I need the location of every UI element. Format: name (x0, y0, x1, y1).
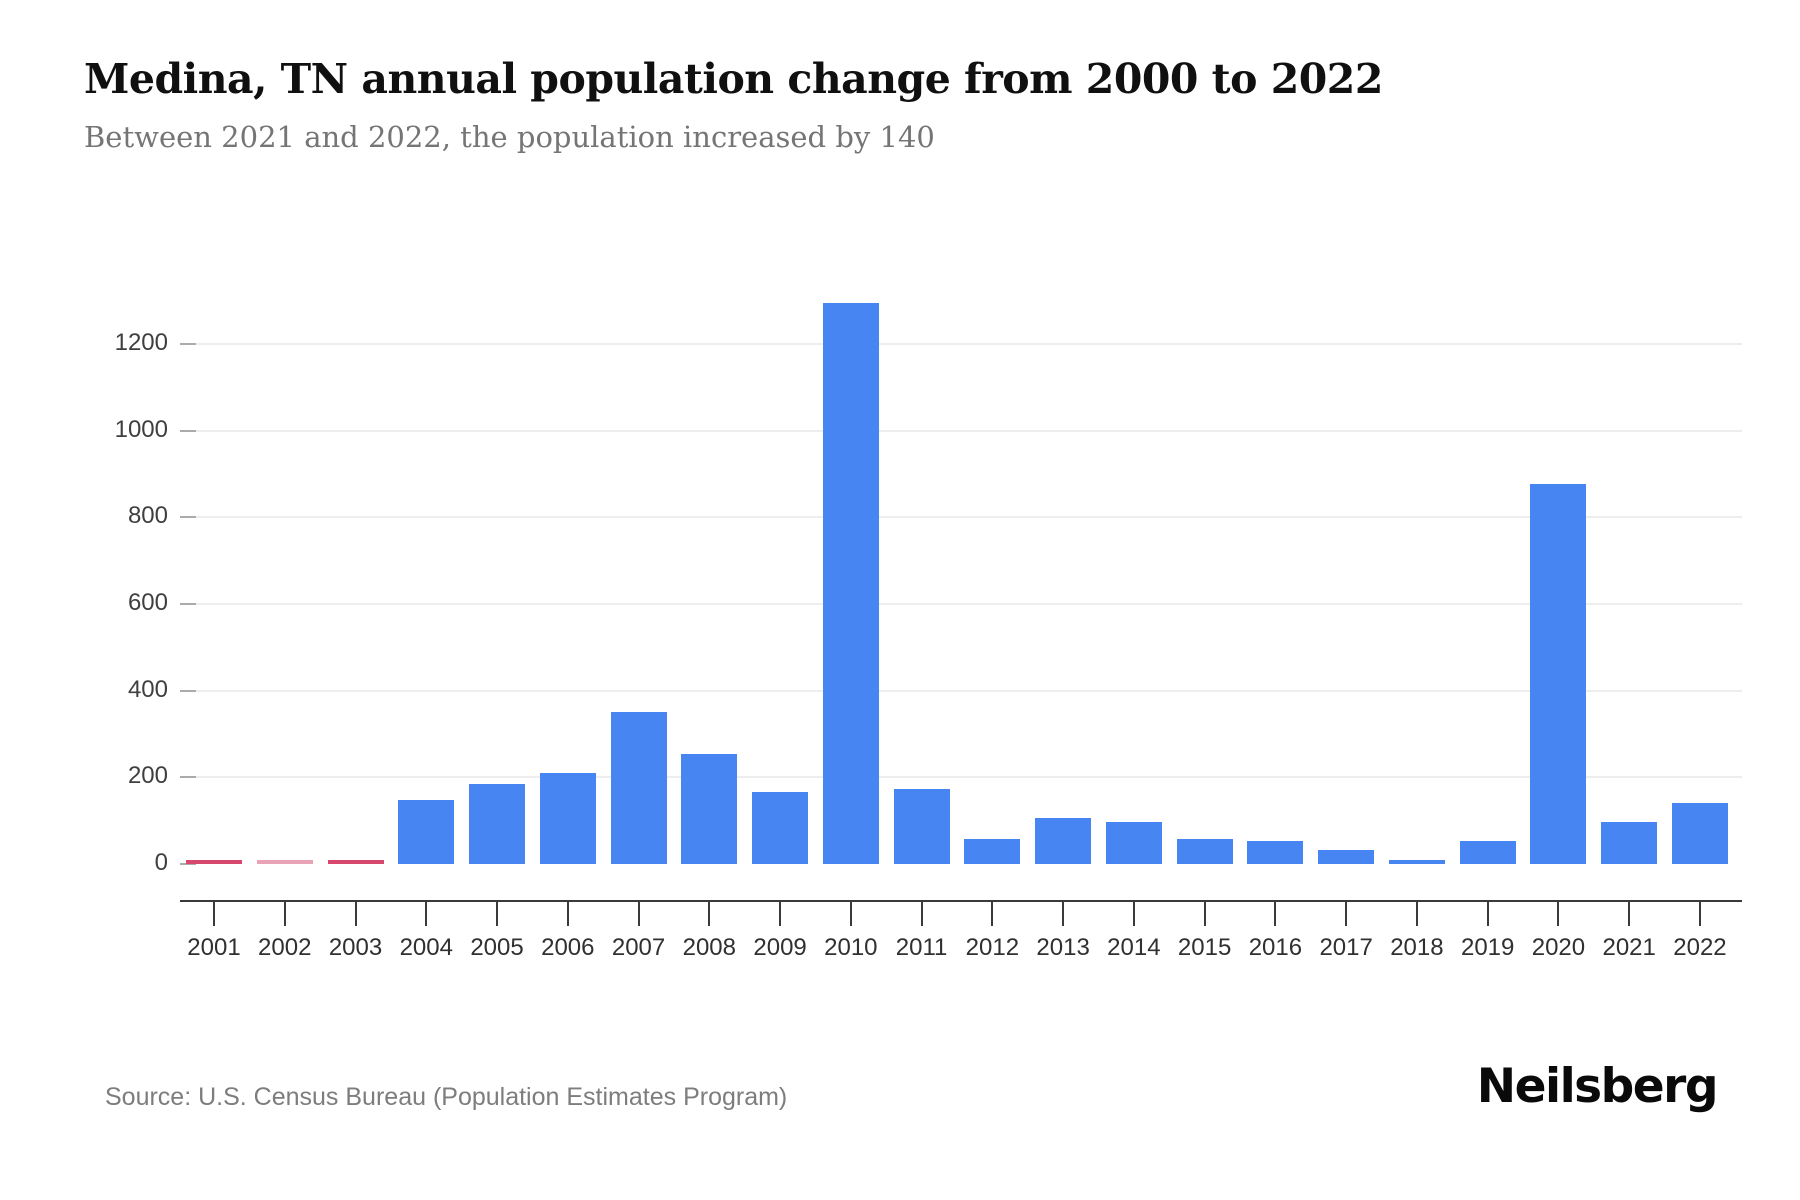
bar-2017 (1318, 850, 1375, 864)
x-axis-tick-2017 (1345, 900, 1348, 926)
x-axis-label-2011: 2011 (895, 934, 948, 961)
x-axis-label-2013: 2013 (1036, 934, 1090, 961)
bar-2008 (681, 754, 738, 864)
bar-2020 (1530, 484, 1587, 864)
x-axis-tick-2014 (1132, 900, 1135, 926)
bar-2004 (398, 799, 455, 864)
bar-2022 (1671, 803, 1728, 864)
y-axis-tick-0 (180, 863, 196, 865)
gridline-1000 (180, 429, 1742, 432)
bar-2010 (822, 302, 879, 864)
bar-2005 (469, 783, 526, 864)
x-axis-tick-2010 (849, 900, 852, 926)
x-axis-label-2022: 2022 (1673, 934, 1727, 961)
x-axis-label-2010: 2010 (824, 934, 878, 961)
x-axis-line (180, 900, 1742, 902)
x-axis-tick-2019 (1486, 900, 1489, 926)
chart-title: Medina, TN annual population change from… (84, 55, 1383, 103)
source-note: Source: U.S. Census Bureau (Population E… (105, 1083, 788, 1111)
x-axis-tick-2012 (991, 900, 994, 926)
x-axis-label-2009: 2009 (753, 934, 807, 961)
bar-2019 (1459, 840, 1516, 864)
gridline-1200 (180, 342, 1742, 345)
y-axis-tick-800 (180, 516, 196, 519)
y-axis-label-1000: 1000 (114, 415, 168, 443)
bar-2012 (964, 838, 1021, 864)
x-axis-tick-2007 (637, 900, 640, 926)
y-axis-label-800: 800 (127, 502, 168, 530)
x-axis-tick-2001 (213, 900, 215, 926)
x-axis-label-2004: 2004 (399, 934, 453, 961)
x-axis-tick-2002 (283, 900, 286, 926)
gridline-600 (180, 602, 1742, 605)
bar-2013 (1035, 817, 1092, 864)
bar-2009 (752, 792, 809, 864)
x-axis-label-2019: 2019 (1460, 934, 1515, 961)
x-axis-label-2016: 2016 (1248, 934, 1303, 961)
bar-2007 (610, 712, 667, 864)
x-axis-label-2012: 2012 (965, 934, 1020, 961)
bar-2015 (1176, 838, 1233, 864)
x-axis-label-2015: 2015 (1177, 934, 1232, 961)
y-axis-label-400: 400 (127, 675, 168, 703)
gridline-400 (180, 689, 1742, 692)
x-axis-tick-2004 (425, 900, 428, 926)
x-axis-label-2003: 2003 (328, 934, 383, 961)
x-axis-label-2001: 2001 (187, 934, 241, 961)
x-axis-label-2007: 2007 (611, 934, 666, 961)
bar-2003 (327, 860, 384, 864)
bar-2006 (539, 772, 596, 864)
x-axis-tick-2016 (1274, 900, 1277, 926)
y-axis-label-200: 200 (127, 762, 168, 790)
x-axis-label-2021: 2021 (1602, 934, 1656, 961)
y-axis-label-1200: 1200 (114, 328, 168, 356)
y-axis-tick-1200 (180, 342, 196, 345)
x-axis-tick-2021 (1628, 900, 1631, 926)
gridline-800 (180, 516, 1742, 519)
x-axis-tick-2005 (496, 900, 499, 926)
x-axis-tick-2003 (354, 900, 357, 926)
x-axis-label-2018: 2018 (1390, 934, 1444, 961)
x-axis-tick-2006 (566, 900, 569, 926)
bar-2014 (1105, 821, 1162, 864)
gridline-200 (180, 776, 1742, 779)
chart-subtitle: Between 2021 and 2022, the population in… (84, 120, 935, 154)
y-axis-tick-200 (180, 776, 196, 779)
x-axis-tick-2015 (1203, 900, 1206, 926)
bar-2001 (186, 860, 242, 864)
x-axis-label-2014: 2014 (1107, 934, 1161, 961)
x-axis-tick-2018 (1415, 900, 1418, 926)
x-axis-tick-2008 (708, 900, 711, 926)
x-axis-tick-2013 (1062, 900, 1065, 926)
bar-2018 (1388, 860, 1445, 864)
y-axis-tick-400 (180, 689, 196, 692)
brand-logo: Neilsberg (1476, 1059, 1719, 1114)
x-axis-tick-2020 (1557, 900, 1560, 926)
bar-2021 (1601, 821, 1658, 864)
x-axis-label-2017: 2017 (1319, 934, 1373, 961)
x-axis-tick-2022 (1698, 900, 1701, 926)
x-axis-label-2020: 2020 (1531, 934, 1586, 961)
y-axis-tick-600 (180, 602, 196, 605)
y-axis-label-0: 0 (154, 849, 168, 876)
x-axis-tick-2011 (920, 900, 923, 926)
x-axis-tick-2009 (779, 900, 782, 926)
x-axis-label-2008: 2008 (682, 934, 736, 961)
x-axis-label-2005: 2005 (470, 934, 524, 961)
bar-2016 (1247, 840, 1304, 864)
y-axis-label-600: 600 (127, 588, 168, 616)
x-axis-label-2002: 2002 (258, 934, 312, 961)
x-axis-label-2006: 2006 (541, 934, 595, 961)
bar-2011 (893, 789, 950, 864)
bar-2002 (256, 860, 313, 864)
y-axis-tick-1000 (180, 429, 196, 432)
